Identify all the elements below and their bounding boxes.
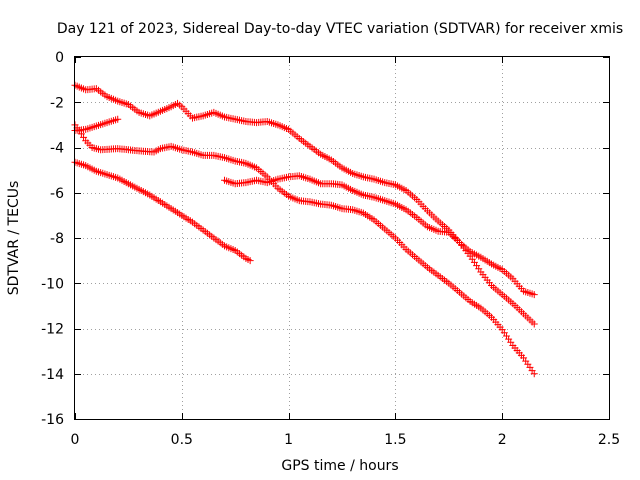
x-tick-label: 0.5 [171,432,193,448]
series-arc-3 [71,121,538,378]
y-tick-label: -14 [41,367,64,383]
data-point [530,370,538,378]
data-points [71,81,538,378]
series-arc-5 [221,172,538,328]
data-point [246,257,254,265]
x-axis-title: GPS time / hours [281,458,398,474]
data-point [530,291,538,299]
data-point [114,115,122,123]
y-tick-label: -10 [41,276,64,292]
x-tick-label: 2 [498,432,507,448]
x-tick-label: 1.5 [384,432,406,448]
y-tick-label: -16 [41,412,64,428]
y-tick-label: -4 [50,141,64,157]
y-tick-label: -2 [50,95,64,111]
series-arc-1 [71,81,538,299]
x-tick-label: 0 [71,432,80,448]
x-tick-labels: 0 0.5 1 1.5 2 2.5 [71,432,621,448]
chart-title: Day 121 of 2023, Sidereal Day-to-day VTE… [57,21,623,37]
grid-lines [75,57,609,419]
x-tick-label: 1 [284,432,293,448]
plot-frame [74,56,610,420]
x-tick-label: 2.5 [598,432,620,448]
y-tick-label: 0 [55,50,64,66]
y-tick-label: -12 [41,322,64,338]
y-tick-labels: 0 -2 -4 -6 -8 -10 -12 -14 -16 [41,50,64,428]
y-tick-label: -6 [50,186,64,202]
data-point [530,320,538,328]
y-axis-title: SDTVAR / TECUs [6,181,22,296]
y-tick-label: -8 [50,231,64,247]
series-arc-4 [71,158,254,265]
